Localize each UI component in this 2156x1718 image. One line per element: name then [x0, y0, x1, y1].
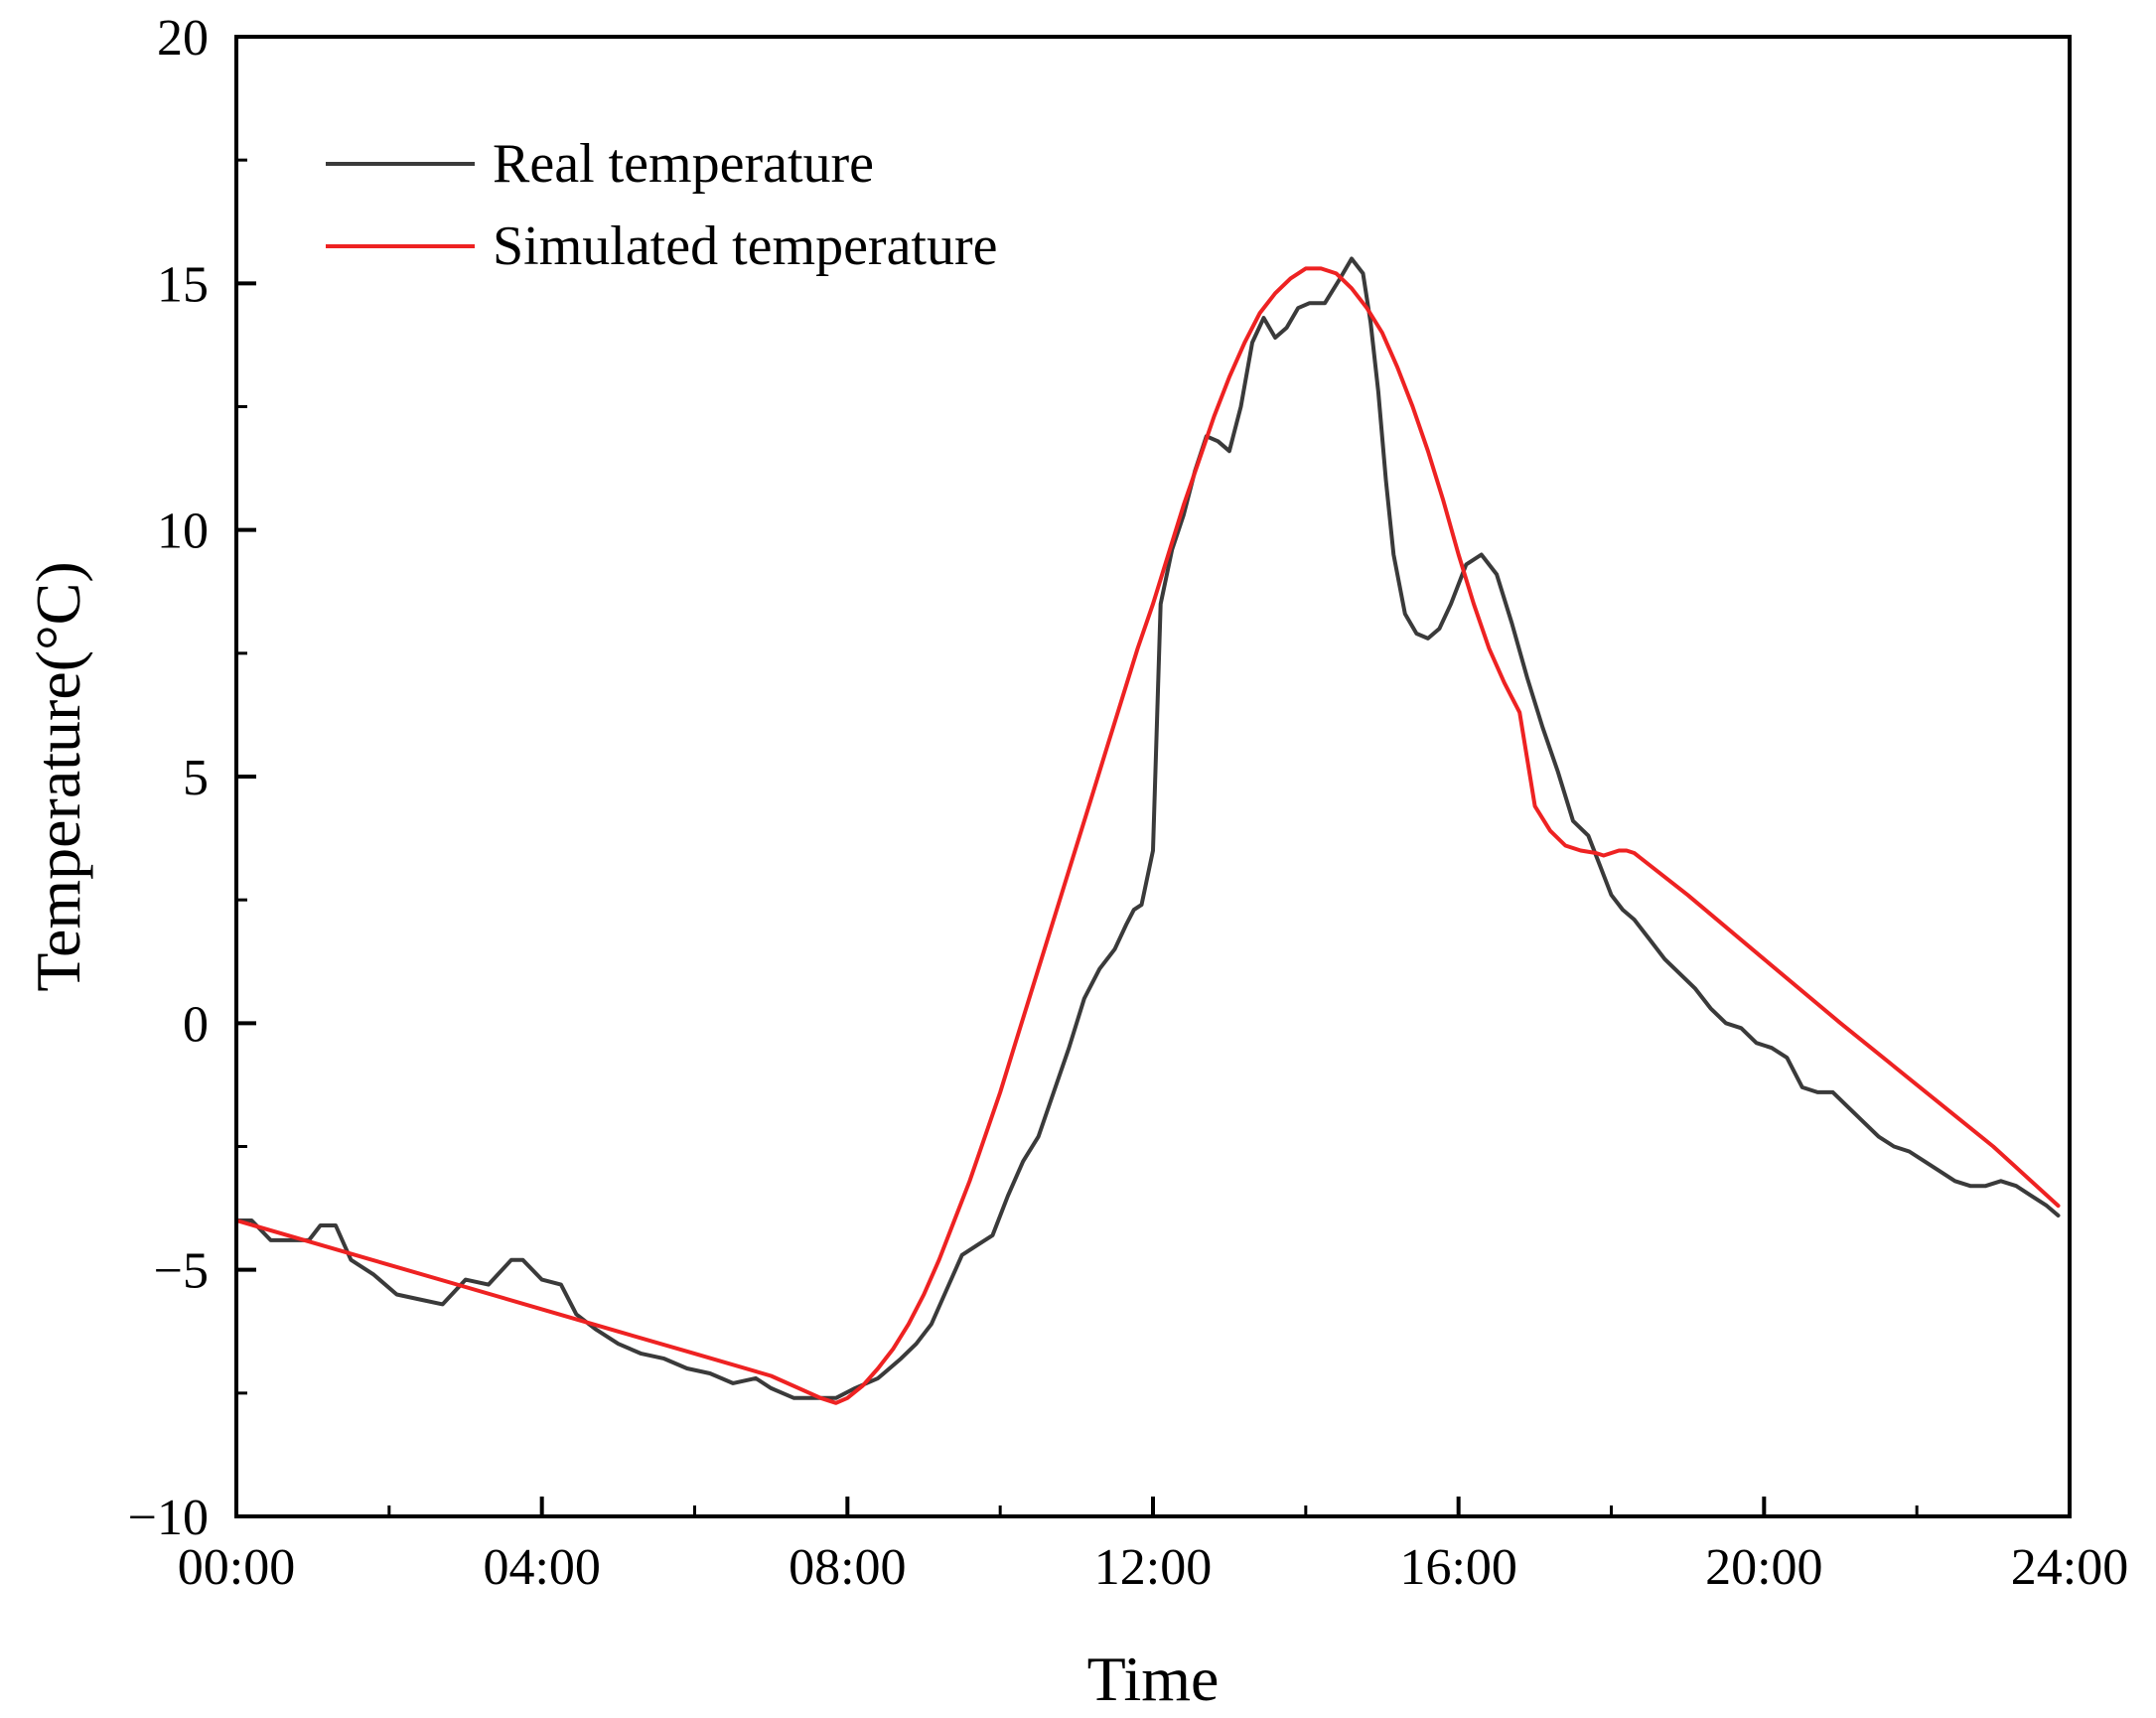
y-tick-label: −10	[128, 1490, 209, 1546]
y-tick-label: 15	[157, 256, 209, 313]
y-tick-label: −5	[154, 1243, 209, 1300]
x-tick-label: 12:00	[1094, 1539, 1212, 1596]
y-tick-label: 5	[183, 750, 209, 806]
series-line-real	[234, 256, 2061, 1400]
y-tick-label: 10	[157, 503, 209, 560]
series-line-simulated	[234, 266, 2061, 1405]
x-tick-labels: 00:00 04:00 08:00 12:00 16:00 20:00 24:00	[178, 1539, 2128, 1596]
y-axis-title: Temperature(°C)	[23, 561, 93, 991]
x-tick-label: 00:00	[178, 1539, 295, 1596]
legend: Real temperature Simulated temperature	[326, 133, 997, 277]
ticks-layer	[234, 35, 2072, 1518]
legend-label-simulated: Simulated temperature	[493, 215, 997, 277]
series-layer	[234, 256, 2061, 1405]
x-axis-title: Time	[1087, 1644, 1220, 1714]
legend-label-real: Real temperature	[493, 133, 874, 195]
x-tick-label: 04:00	[483, 1539, 600, 1596]
x-tick-label: 08:00	[789, 1539, 906, 1596]
x-tick-label: 24:00	[2011, 1539, 2128, 1596]
y-tick-labels: −10 −5 0 5 10 15 20	[128, 10, 209, 1546]
x-tick-label: 16:00	[1399, 1539, 1516, 1596]
x-tick-label: 20:00	[1705, 1539, 1822, 1596]
y-tick-label: 20	[157, 10, 209, 67]
y-tick-label: 0	[183, 996, 209, 1053]
